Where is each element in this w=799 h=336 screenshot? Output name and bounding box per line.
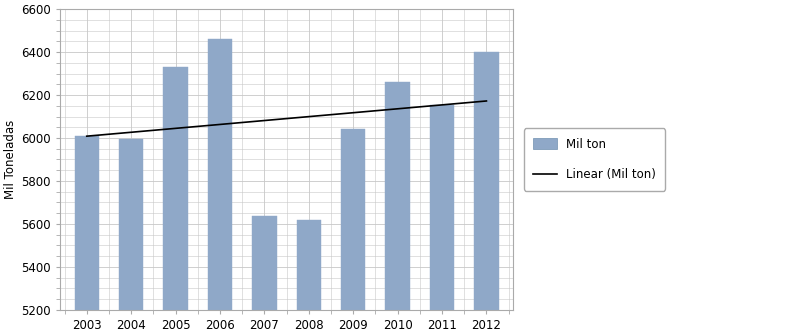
Bar [385, 82, 410, 310]
Y-axis label: Mil Toneladas: Mil Toneladas [4, 120, 17, 199]
Bar [475, 52, 499, 310]
Bar [341, 129, 365, 310]
Bar [74, 136, 99, 310]
Bar [430, 105, 455, 310]
Bar [252, 216, 276, 310]
Legend: Mil ton, Linear (Mil ton): Mil ton, Linear (Mil ton) [523, 128, 666, 191]
Bar [119, 139, 143, 310]
Bar [208, 39, 233, 310]
Bar [163, 67, 188, 310]
Bar [296, 220, 321, 310]
